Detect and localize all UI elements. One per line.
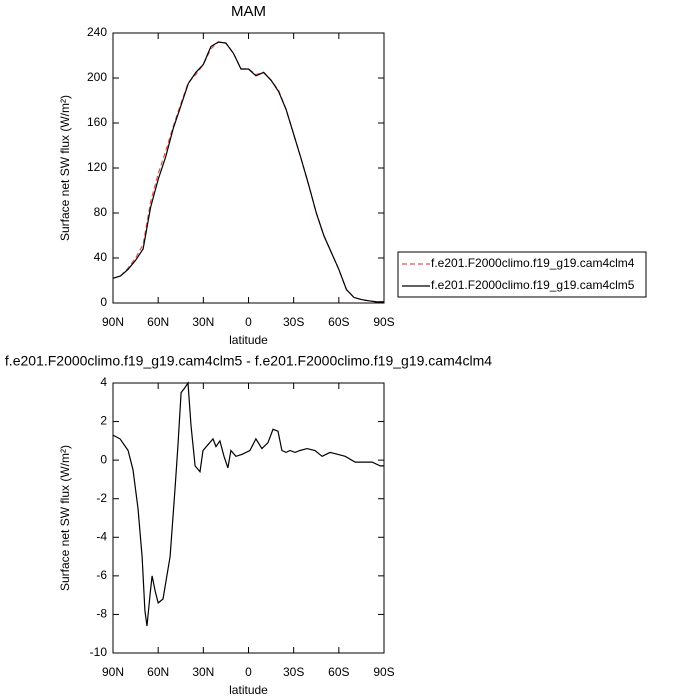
data-line	[112, 41, 384, 303]
x-tick-label: 90N	[102, 665, 124, 679]
x-tick-label: 0	[245, 665, 252, 679]
y-axis-label: Surface net SW flux (W/m²)	[58, 445, 72, 591]
x-tick-label: 30S	[283, 315, 304, 329]
y-tick-label: -2	[96, 491, 107, 505]
y-tick-label: -6	[96, 568, 107, 582]
chart-title: f.e201.F2000climo.f19_g19.cam4clm5 - f.e…	[5, 353, 492, 369]
y-axis-label: Surface net SW flux (W/m²)	[58, 95, 72, 241]
plot-frame	[112, 382, 385, 654]
y-tick-label: 4	[100, 375, 107, 389]
y-tick-label: 0	[100, 295, 107, 309]
y-tick-label: 0	[100, 452, 107, 466]
y-tick-label: 2	[100, 414, 107, 428]
y-tick-label: 40	[94, 250, 108, 264]
x-tick-label: 30N	[192, 315, 214, 329]
x-tick-label: 30N	[192, 665, 214, 679]
y-tick-label: 120	[87, 160, 107, 174]
x-tick-label: 90S	[373, 665, 394, 679]
x-tick-label: 60N	[147, 315, 169, 329]
y-tick-label: 160	[87, 115, 107, 129]
x-tick-label: 30S	[283, 665, 304, 679]
x-tick-label: 90N	[102, 315, 124, 329]
chart-title: MAM	[231, 3, 266, 20]
legend-label: f.e201.F2000climo.f19_g19.cam4clm5	[431, 278, 635, 292]
data-line	[112, 41, 384, 303]
y-tick-label: -8	[96, 607, 107, 621]
x-axis-label: latitude	[229, 683, 268, 697]
data-line	[112, 381, 384, 627]
x-tick-label: 60N	[147, 665, 169, 679]
x-axis-label: latitude	[229, 333, 268, 347]
y-tick-label: -10	[90, 645, 108, 659]
plot-frame	[112, 32, 385, 304]
legend-box	[397, 251, 647, 298]
y-tick-label: 240	[87, 25, 107, 39]
y-tick-label: 200	[87, 70, 107, 84]
y-tick-label: -4	[96, 529, 107, 543]
x-tick-label: 60S	[328, 665, 349, 679]
x-tick-label: 0	[245, 315, 252, 329]
x-tick-label: 60S	[328, 315, 349, 329]
y-tick-label: 80	[94, 205, 108, 219]
x-tick-label: 90S	[373, 315, 394, 329]
legend-label: f.e201.F2000climo.f19_g19.cam4clm4	[431, 256, 635, 270]
